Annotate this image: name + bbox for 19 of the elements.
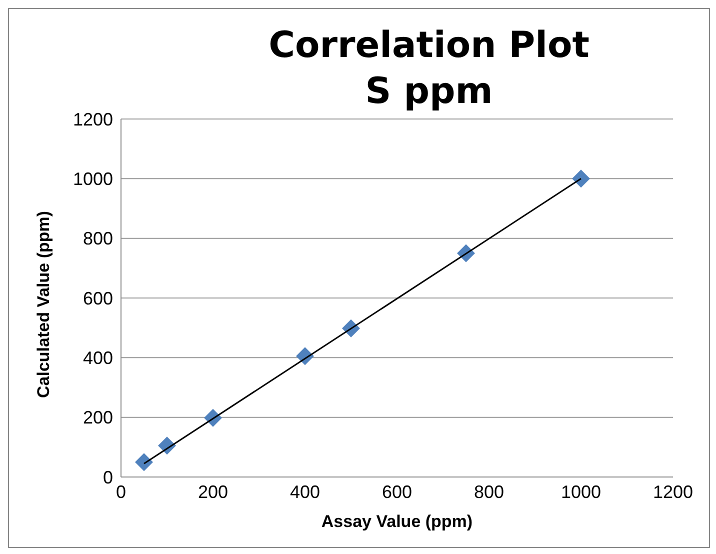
y-tick-label: 600 [82,288,113,308]
x-tick-label: 800 [474,482,504,502]
x-tick-label: 1200 [652,482,694,502]
y-tick-label: 1200 [72,109,113,130]
x-tick-label: 400 [290,482,320,502]
point [572,170,590,188]
x-axis-title: Assay Value (ppm) [321,512,473,531]
x-tick-label: 1000 [560,482,602,502]
chart-title: Correlation Plot S ppm [268,24,590,114]
y-tick-label: 400 [82,348,113,368]
y-axis-title: Calculated Value (ppm) [34,210,54,398]
x-tick-label: 200 [198,482,228,502]
y-tick-label: 200 [82,408,113,428]
y-tick-label: 0 [102,467,113,488]
y-tick-label: 1000 [72,169,113,190]
point [135,453,153,472]
y-tick-label: 800 [82,228,113,249]
x-tick-label: 0 [116,482,126,502]
x-tick-label: 600 [382,482,412,502]
